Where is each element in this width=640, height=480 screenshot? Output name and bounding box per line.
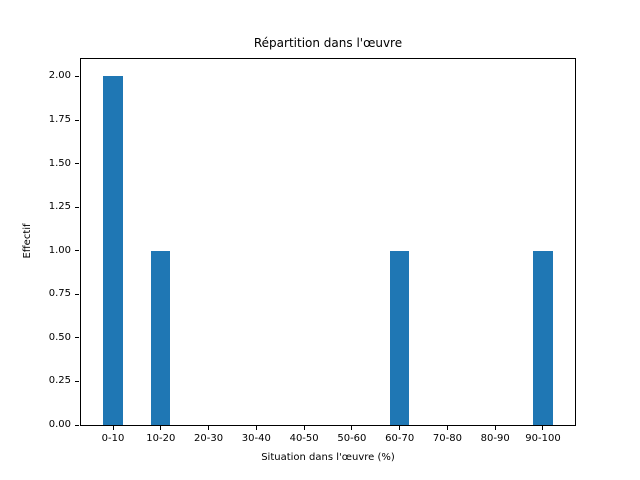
y-tick-mark — [75, 293, 79, 295]
x-axis-label: Situation dans l'œuvre (%) — [261, 452, 395, 463]
x-tick-mark — [303, 426, 305, 430]
y-tick-label: 0.25 — [48, 375, 71, 387]
y-tick-mark — [75, 337, 79, 339]
x-tick-label: 40-50 — [289, 433, 319, 444]
y-tick-label: 0.50 — [48, 331, 71, 343]
x-tick-label: 0-10 — [101, 433, 125, 444]
y-tick-mark — [75, 206, 79, 208]
y-tick-mark — [75, 424, 79, 426]
y-tick-label: 0.75 — [48, 288, 71, 300]
y-tick-label: 1.75 — [48, 114, 71, 125]
y-tick-mark — [75, 75, 79, 77]
y-tick-label: 1.25 — [48, 201, 71, 213]
bar-90-100 — [533, 250, 553, 425]
y-tick-mark — [75, 380, 79, 382]
x-tick-mark — [160, 426, 162, 430]
y-tick-label: 2.00 — [48, 70, 71, 82]
y-tick-mark — [75, 163, 79, 165]
y-tick-mark — [75, 250, 79, 252]
x-tick-mark — [351, 426, 353, 430]
y-tick-label: 0.00 — [48, 419, 71, 430]
x-tick-mark — [542, 426, 544, 430]
x-tick-label: 50-60 — [337, 433, 367, 444]
x-tick-mark — [208, 426, 210, 430]
x-tick-label: 60-70 — [385, 433, 415, 444]
bar-0-10 — [103, 76, 123, 425]
x-tick-mark — [494, 426, 496, 430]
x-tick-label: 80-90 — [480, 433, 510, 444]
chart-title: Répartition dans l'œuvre — [253, 36, 403, 50]
bar-60-70 — [390, 250, 410, 425]
x-tick-mark — [399, 426, 401, 430]
x-tick-label: 30-40 — [241, 433, 271, 444]
y-axis-label: Effectif — [22, 223, 33, 259]
y-tick-mark — [75, 119, 79, 121]
bar-10-20 — [151, 250, 171, 425]
x-tick-mark — [255, 426, 257, 430]
y-tick-label: 1.50 — [48, 157, 71, 169]
x-tick-label: 10-20 — [146, 433, 176, 444]
x-tick-label: 70-80 — [432, 433, 462, 444]
x-tick-mark — [446, 426, 448, 430]
x-tick-label: 20-30 — [194, 433, 224, 444]
x-tick-label: 90-100 — [525, 433, 561, 444]
y-tick-label: 1.00 — [48, 244, 71, 256]
x-tick-mark — [112, 426, 114, 430]
